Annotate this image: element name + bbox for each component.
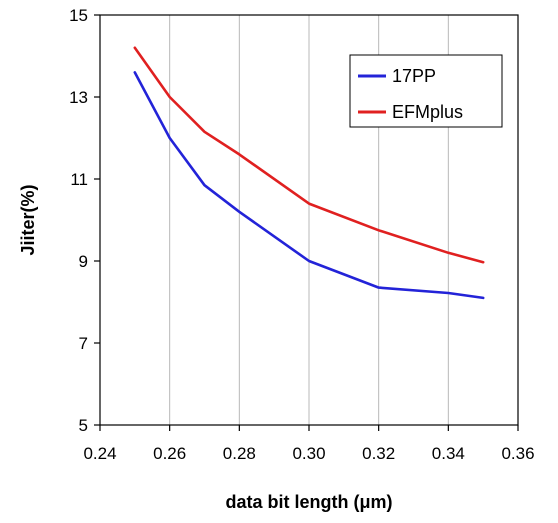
x-axis-title: data bit length (μm)	[225, 492, 392, 512]
x-tick-label: 0.36	[501, 444, 534, 463]
x-tick-labels: 0.24 0.26 0.28 0.30 0.32 0.34 0.36	[83, 444, 534, 463]
legend-label-17pp: 17PP	[392, 66, 436, 86]
x-tick-label: 0.30	[292, 444, 325, 463]
x-tick-label: 0.32	[362, 444, 395, 463]
x-tick-label: 0.24	[83, 444, 116, 463]
legend-box	[349, 54, 503, 128]
y-axis-title: Jiiter(%)	[18, 184, 38, 255]
legend: 17PP EFMplus	[349, 54, 503, 128]
series-lines	[133, 46, 485, 300]
y-tick-labels: 5 7 9 11 13 15	[69, 6, 88, 435]
y-tick-label: 5	[79, 416, 88, 435]
y-tick-label: 7	[79, 334, 88, 353]
y-tick-label: 15	[69, 6, 88, 25]
series-line-efmplus	[133, 46, 485, 264]
y-tick-label: 9	[79, 252, 88, 271]
x-tick-label: 0.26	[153, 444, 186, 463]
y-tick-label: 13	[69, 88, 88, 107]
x-tick-label: 0.28	[223, 444, 256, 463]
legend-label-efmplus: EFMplus	[392, 102, 463, 122]
axis-ticks	[94, 14, 519, 431]
series-line-17pp	[133, 71, 485, 300]
x-tick-label: 0.34	[432, 444, 465, 463]
y-tick-label: 11	[70, 170, 88, 189]
